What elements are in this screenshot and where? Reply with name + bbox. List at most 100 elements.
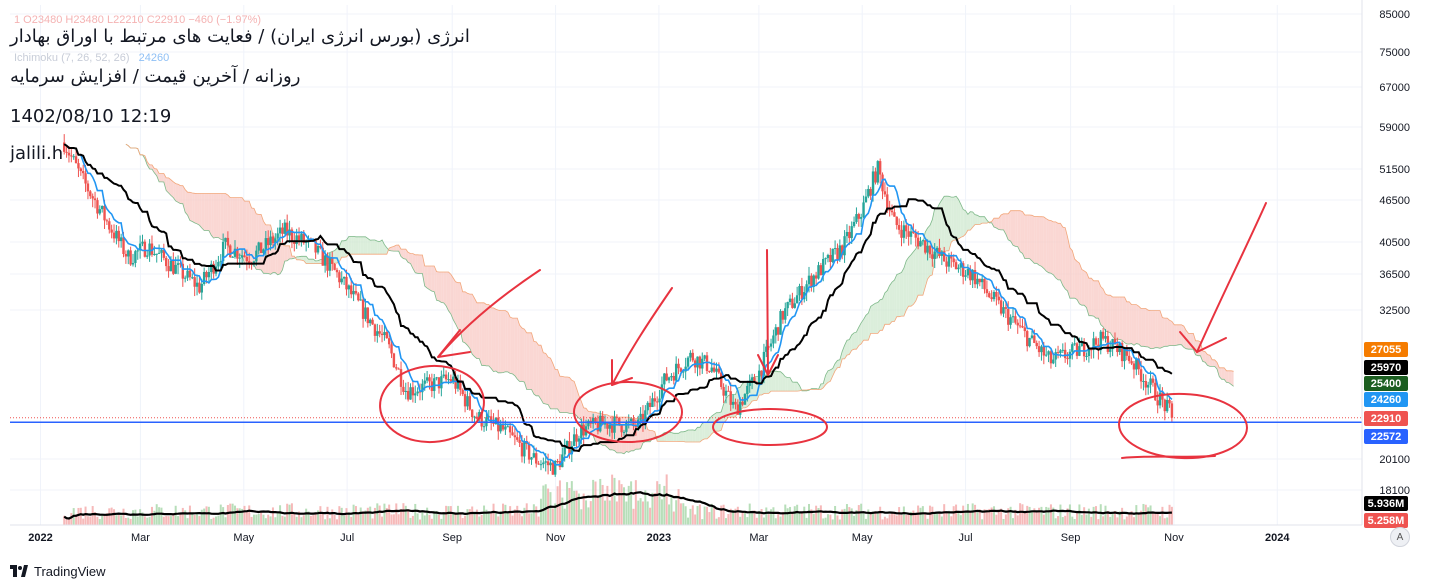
volume-bar <box>347 512 350 525</box>
cloud-segment <box>673 433 677 442</box>
candle-body <box>890 210 894 213</box>
candle-body <box>179 263 182 265</box>
price-label: 22910 <box>1371 413 1402 425</box>
cloud-segment <box>1212 359 1215 367</box>
tradingview-logo[interactable]: TradingView <box>10 562 106 580</box>
volume-bar <box>656 481 659 525</box>
candle-body <box>921 240 925 242</box>
cloud-segment <box>396 244 399 252</box>
volume-bar <box>570 481 573 525</box>
candle-body <box>387 338 391 345</box>
cloud-segment <box>1103 289 1106 331</box>
senkou-span-a <box>125 143 1234 455</box>
candle-body <box>762 351 766 376</box>
auto-scale-button[interactable]: A <box>1390 527 1410 547</box>
candle-body <box>674 363 678 381</box>
candle-body <box>219 261 222 263</box>
candle-body <box>919 241 922 247</box>
candle-body <box>167 266 170 272</box>
candle-body <box>511 432 514 436</box>
candle-body <box>1156 400 1159 406</box>
volume-bar <box>205 506 208 525</box>
candle-body <box>376 331 379 336</box>
candle-body <box>418 391 422 393</box>
cloud-segment <box>303 256 307 264</box>
volume-bar <box>815 505 818 525</box>
cloud-segment <box>486 304 489 366</box>
volume-bar <box>663 485 666 525</box>
candle-body <box>679 368 683 372</box>
candle-body <box>1016 322 1019 326</box>
candle-body <box>1044 354 1048 356</box>
cloud-segment <box>218 193 221 240</box>
cloud-segment <box>213 193 217 239</box>
candle-body <box>641 413 645 424</box>
cloud-segment <box>441 272 444 303</box>
volume-bar <box>848 507 851 525</box>
volume-bar <box>490 512 493 525</box>
candle-body <box>966 268 970 276</box>
candle-body <box>233 248 237 257</box>
volume-bar <box>89 516 92 525</box>
candle-body <box>537 463 540 465</box>
candle-body <box>63 142 66 152</box>
volume-bar <box>931 506 934 525</box>
volume-bar <box>1090 516 1093 525</box>
volume-bar <box>215 516 218 525</box>
cloud-segment <box>785 376 788 392</box>
candle-body <box>81 171 85 174</box>
x-tick-label: 2022 <box>28 532 52 544</box>
candle-body <box>1028 337 1031 347</box>
volume-bar <box>158 507 161 525</box>
candle-body <box>727 390 730 392</box>
cloud-segment <box>427 265 430 290</box>
cloud-segment <box>491 307 494 372</box>
volume-bar <box>976 512 979 525</box>
volume-bar <box>808 503 811 525</box>
cloud-segment <box>353 236 356 255</box>
cloud-segment <box>915 243 919 302</box>
candle-body <box>86 183 90 192</box>
volume-bar <box>63 515 66 525</box>
volume-bar <box>1049 504 1052 525</box>
volume-bar <box>1066 508 1069 525</box>
volume-bar <box>186 518 189 525</box>
volume-bar <box>1149 505 1152 525</box>
candle-body <box>857 214 861 219</box>
cloud-segment <box>1110 295 1113 337</box>
volume-bar <box>407 509 410 525</box>
cloud-segment <box>1074 259 1078 300</box>
volume-bar <box>1130 511 1133 525</box>
volume-bar <box>727 514 730 525</box>
candle-body <box>556 460 559 462</box>
cloud-segment <box>1020 210 1023 254</box>
candle-body <box>1165 399 1169 412</box>
candle-body <box>1104 336 1107 339</box>
volume-bar <box>1159 516 1162 525</box>
volume-bar <box>743 512 746 525</box>
candle-body <box>248 261 251 264</box>
volume-bar <box>1083 507 1086 525</box>
candle-body <box>357 293 360 301</box>
volume-bar <box>905 514 908 525</box>
volume-bar <box>245 511 248 525</box>
candle-body <box>1042 346 1046 356</box>
cloud-segment <box>493 307 496 372</box>
volume-bar <box>872 511 875 525</box>
cloud-segment <box>408 252 411 264</box>
volume-bar <box>165 516 168 525</box>
cloud-segment <box>958 199 961 239</box>
volume-bar <box>1073 519 1076 525</box>
candle-body <box>1101 331 1105 339</box>
volume-bar <box>734 508 737 525</box>
tenkan-line <box>63 143 1173 466</box>
volume-bar <box>1170 506 1173 525</box>
candle-body <box>757 370 761 384</box>
candle-body <box>295 235 298 244</box>
senkou-span-b <box>125 143 1234 443</box>
candle-body <box>577 438 581 442</box>
volume-bar <box>409 517 412 525</box>
candle-body <box>96 200 99 214</box>
candle-body <box>1021 326 1024 328</box>
